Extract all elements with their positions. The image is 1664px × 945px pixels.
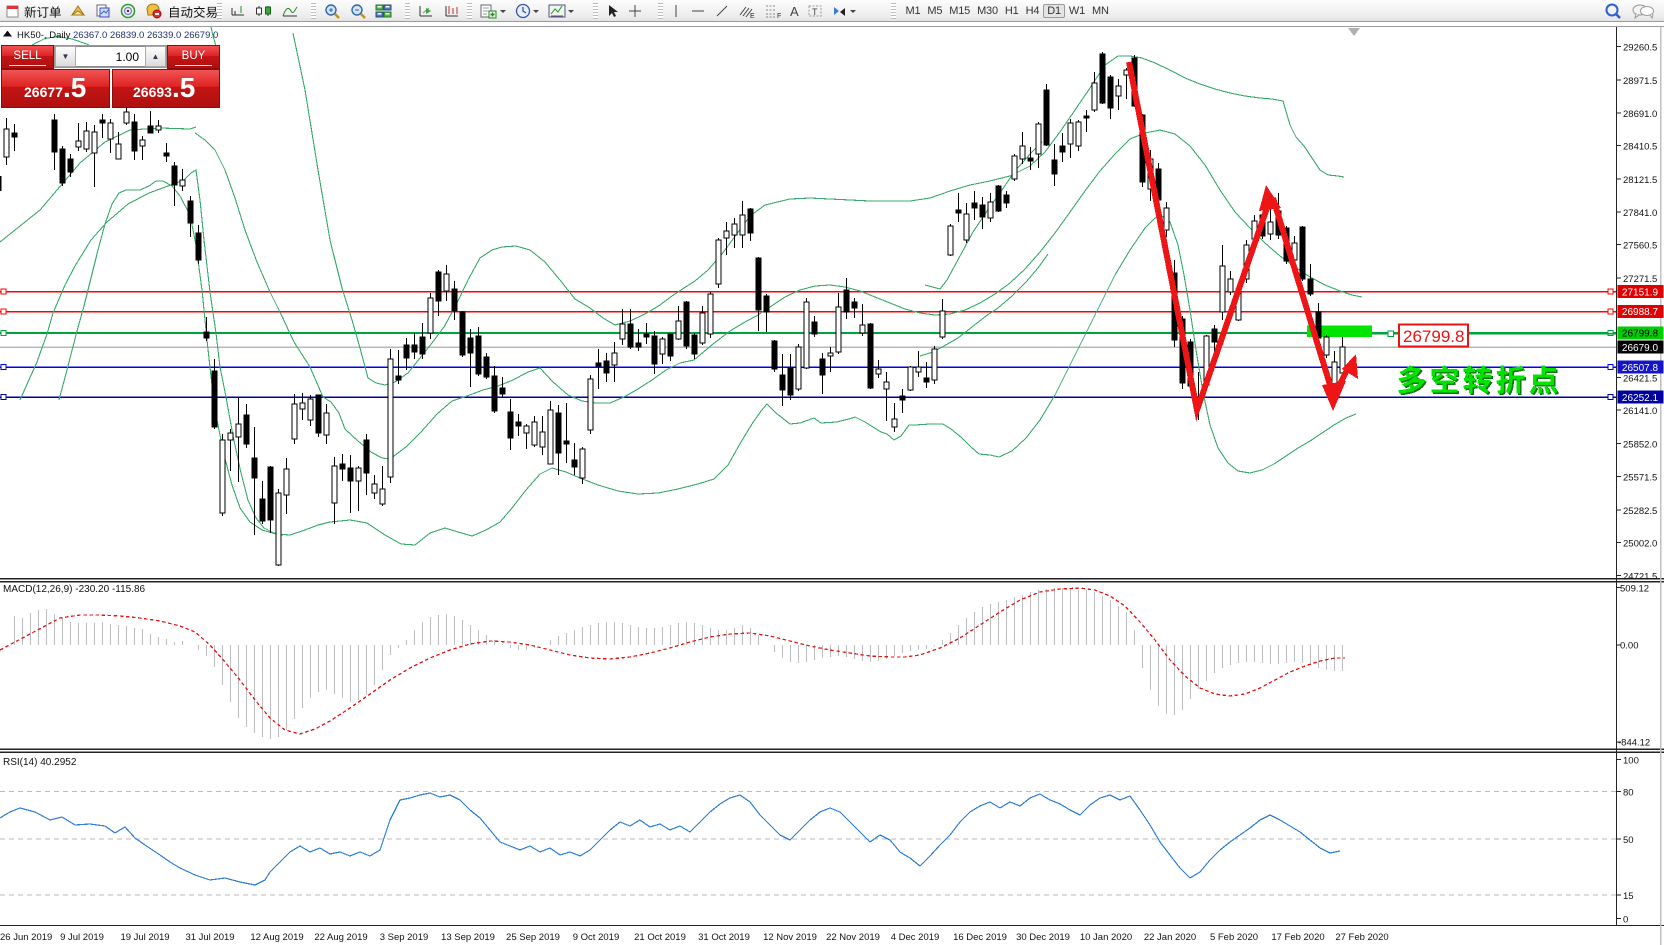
svg-text:22 Jan 2020: 22 Jan 2020 [1144, 932, 1196, 943]
svg-text:-844.12: -844.12 [1618, 738, 1650, 749]
svg-text:26507.8: 26507.8 [1622, 363, 1659, 374]
svg-text:RSI(14) 40.2952: RSI(14) 40.2952 [3, 757, 77, 768]
svg-text:26799.8: 26799.8 [1622, 329, 1659, 340]
svg-text:28971.5: 28971.5 [1623, 76, 1657, 87]
svg-text:28121.5: 28121.5 [1623, 175, 1657, 186]
svg-text:26988.7: 26988.7 [1622, 307, 1659, 318]
svg-text:9 Oct 2019: 9 Oct 2019 [573, 932, 619, 943]
svg-text:26 Jun 2019: 26 Jun 2019 [0, 932, 52, 943]
svg-text:MACD(12,26,9) -230.20 -115.86: MACD(12,26,9) -230.20 -115.86 [3, 584, 146, 595]
svg-text:50: 50 [1623, 835, 1634, 846]
svg-text:10 Jan 2020: 10 Jan 2020 [1080, 932, 1132, 943]
svg-text:22 Nov 2019: 22 Nov 2019 [826, 932, 880, 943]
svg-text:12 Nov 2019: 12 Nov 2019 [763, 932, 817, 943]
svg-text:30 Dec 2019: 30 Dec 2019 [1016, 932, 1070, 943]
svg-text:27 Feb 2020: 27 Feb 2020 [1335, 932, 1388, 943]
svg-text:80: 80 [1623, 787, 1634, 798]
svg-text:26252.1: 26252.1 [1622, 393, 1659, 404]
svg-text:25 Sep 2019: 25 Sep 2019 [506, 932, 560, 943]
svg-text:9 Jul 2019: 9 Jul 2019 [60, 932, 104, 943]
svg-text:26421.5: 26421.5 [1623, 373, 1657, 384]
svg-text:15: 15 [1623, 891, 1634, 902]
svg-text:31 Jul 2019: 31 Jul 2019 [185, 932, 234, 943]
svg-text:28691.0: 28691.0 [1623, 109, 1657, 120]
svg-text:16 Dec 2019: 16 Dec 2019 [953, 932, 1007, 943]
svg-text:25282.5: 25282.5 [1623, 506, 1657, 517]
svg-text:E: E [750, 13, 755, 19]
svg-text:5 Feb 2020: 5 Feb 2020 [1210, 932, 1258, 943]
svg-text:19 Jul 2019: 19 Jul 2019 [120, 932, 169, 943]
svg-text:27841.0: 27841.0 [1623, 208, 1657, 219]
svg-text:F: F [777, 13, 781, 19]
svg-text:13 Sep 2019: 13 Sep 2019 [441, 932, 495, 943]
svg-text:21 Oct 2019: 21 Oct 2019 [634, 932, 686, 943]
svg-text:28410.5: 28410.5 [1623, 142, 1657, 153]
svg-text:509.12: 509.12 [1620, 584, 1649, 595]
svg-text:26679.0: 26679.0 [1622, 343, 1659, 354]
svg-text:T: T [812, 7, 818, 17]
svg-text:26141.0: 26141.0 [1623, 406, 1657, 417]
svg-text:27560.5: 27560.5 [1623, 241, 1657, 252]
svg-text:31 Oct 2019: 31 Oct 2019 [698, 932, 750, 943]
svg-text:0.00: 0.00 [1620, 641, 1639, 652]
svg-text:3 Sep 2019: 3 Sep 2019 [380, 932, 429, 943]
svg-text:25002.0: 25002.0 [1623, 539, 1657, 550]
svg-text:27271.5: 27271.5 [1623, 274, 1657, 285]
svg-text:0: 0 [1623, 915, 1628, 926]
svg-text:25571.5: 25571.5 [1623, 472, 1657, 483]
svg-text:25852.0: 25852.0 [1623, 440, 1657, 451]
svg-text:24721.5: 24721.5 [1623, 571, 1657, 582]
svg-text:26367.0 26839.0 26339.0 26679.: 26367.0 26839.0 26339.0 26679.0 [73, 30, 218, 41]
svg-text:29260.5: 29260.5 [1623, 42, 1657, 53]
svg-text:100: 100 [1623, 756, 1639, 767]
svg-text:26799.8: 26799.8 [1403, 327, 1464, 346]
svg-text:HK50-, Daily: HK50-, Daily [17, 30, 71, 41]
svg-text:27151.9: 27151.9 [1622, 287, 1659, 298]
svg-text:12 Aug 2019: 12 Aug 2019 [250, 932, 303, 943]
svg-text:22 Aug 2019: 22 Aug 2019 [314, 932, 367, 943]
svg-text:17 Feb 2020: 17 Feb 2020 [1271, 932, 1324, 943]
svg-text:4 Dec 2019: 4 Dec 2019 [891, 932, 940, 943]
